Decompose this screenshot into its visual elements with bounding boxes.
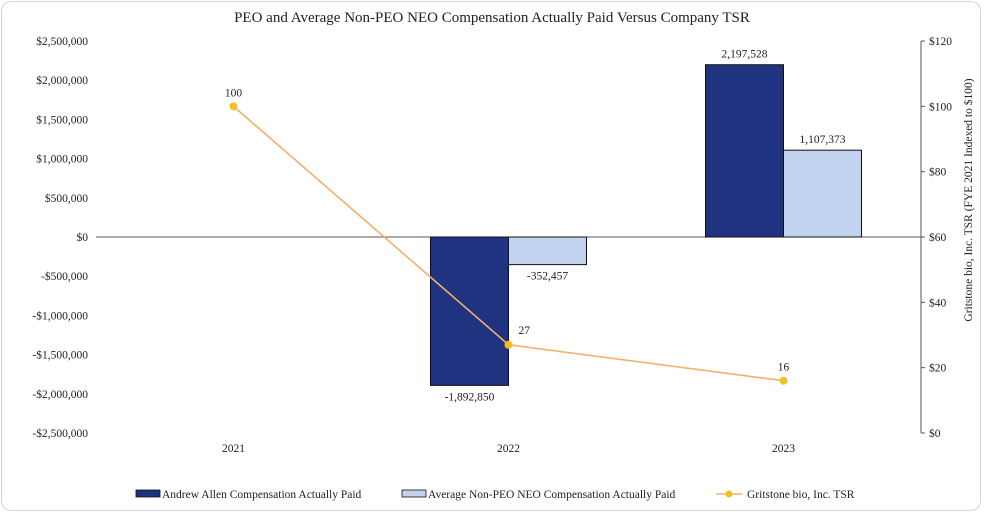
- left-tick-label: $1,000,000: [36, 153, 88, 166]
- tsr-point: [229, 102, 238, 111]
- tsr-data-label: 27: [519, 325, 531, 337]
- legend-tsr: Gritstone bio, Inc. TSR: [716, 489, 855, 501]
- left-tick-label: -$2,000,000: [32, 388, 88, 401]
- left-tick-label: $0: [77, 231, 89, 244]
- peo-cap-data-label: -1,892,850: [445, 391, 495, 403]
- tsr-data-label: 100: [225, 87, 243, 99]
- left-tick-label: -$1,500,000: [32, 349, 88, 362]
- left-tick-label: $2,500,000: [36, 35, 88, 48]
- legend-swatch: [135, 489, 161, 498]
- left-tick-label: -$500,000: [41, 270, 88, 283]
- category-label: 2023: [772, 443, 795, 455]
- left-tick-label: $500,000: [45, 192, 88, 205]
- left-tick-label: $2,000,000: [36, 74, 88, 87]
- right-tick-label: $40: [929, 296, 947, 309]
- right-tick-label: $20: [929, 362, 947, 375]
- legend-marker: [725, 490, 733, 498]
- bars-layer: [430, 64, 862, 386]
- data-labels-layer: -1,892,850 2,197,528 -352,457 1,107,373 100 2…: [225, 49, 846, 404]
- right-axis-title: Gritstone bio, Inc. TSR (FYE 2021 Indexe…: [962, 78, 975, 321]
- right-tick-label: $80: [929, 166, 947, 179]
- legend-label: Gritstone bio, Inc. TSR: [747, 489, 855, 501]
- tsr-line-layer: [229, 102, 788, 385]
- left-tick-label: -$2,500,000: [32, 427, 88, 440]
- peo-cap-bar: [705, 64, 784, 238]
- neo-cap-data-label: 1,107,373: [800, 134, 846, 146]
- right-tick-label: $60: [929, 231, 947, 244]
- legend: Andrew Allen Compensation Actually Paid A…: [135, 489, 855, 501]
- legend-neo-cap: Average Non-PEO NEO Compensation Actuall…: [401, 489, 676, 501]
- right-tick-label: $100: [929, 100, 952, 113]
- left-axis: $2,500,000 $2,000,000 $1,500,000 $1,000,000…: [32, 35, 88, 440]
- right-tick-label: $120: [929, 35, 952, 48]
- legend-label: Average Non-PEO NEO Compensation Actuall…: [428, 489, 676, 501]
- neo-cap-bar: [783, 149, 862, 238]
- right-axis: $120 $100 $80 $60 $40 $20 $0: [920, 35, 952, 440]
- tsr-point: [779, 376, 788, 385]
- neo-cap-bar: [508, 236, 587, 266]
- tsr-data-label: 16: [778, 362, 790, 374]
- left-tick-label: -$1,000,000: [32, 309, 88, 322]
- peo-cap-data-label: 2,197,528: [722, 49, 768, 61]
- tsr-point: [504, 340, 513, 349]
- neo-cap-data-label: -352,457: [527, 271, 568, 283]
- legend-label: Andrew Allen Compensation Actually Paid: [162, 489, 362, 501]
- category-label: 2021: [222, 443, 245, 455]
- legend-peo-cap: Andrew Allen Compensation Actually Paid: [135, 489, 362, 501]
- chart-title: PEO and Average Non-PEO NEO Compensation…: [234, 10, 750, 26]
- legend-swatch: [401, 489, 427, 498]
- category-label: 2022: [497, 443, 520, 455]
- right-tick-label: $0: [929, 427, 941, 440]
- left-tick-label: $1,500,000: [36, 113, 88, 126]
